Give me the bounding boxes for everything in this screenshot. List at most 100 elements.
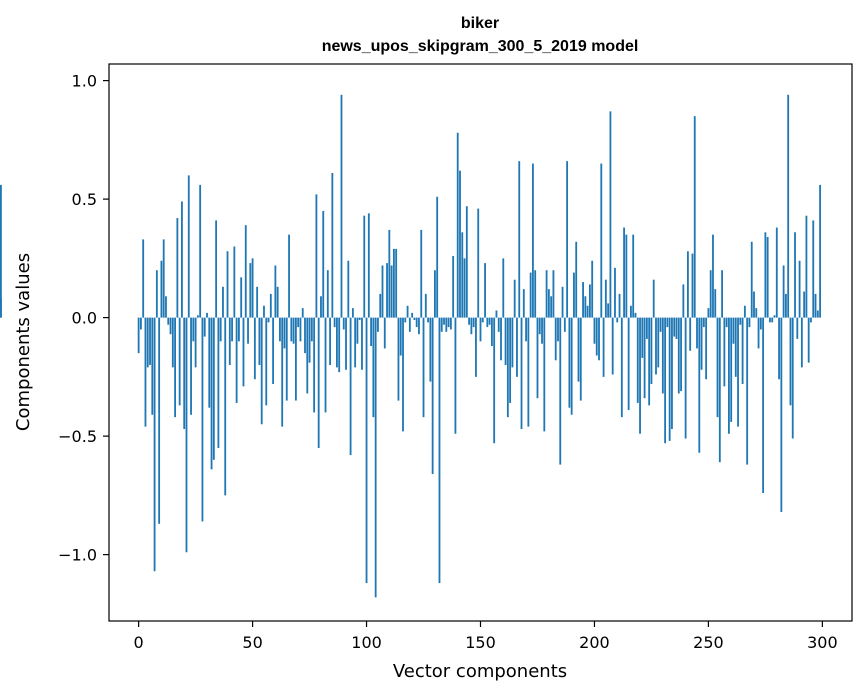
bar xyxy=(743,305,746,318)
bar xyxy=(789,317,792,406)
bar xyxy=(732,317,735,344)
bar xyxy=(657,317,660,368)
bar xyxy=(511,317,514,368)
bar xyxy=(153,317,156,572)
bar xyxy=(639,317,641,434)
bar xyxy=(297,317,300,328)
bar xyxy=(235,317,238,403)
bar xyxy=(698,317,701,453)
bar xyxy=(397,317,400,401)
bar xyxy=(149,317,151,366)
bar xyxy=(532,163,534,318)
bar xyxy=(748,317,751,328)
bar xyxy=(424,293,427,318)
bar xyxy=(176,218,179,318)
bar xyxy=(206,312,208,318)
bar xyxy=(604,279,607,318)
bar xyxy=(203,317,206,337)
x-tick-label: 250 xyxy=(693,633,724,652)
bar xyxy=(247,317,249,344)
bar xyxy=(668,317,671,441)
bar xyxy=(559,317,562,465)
bar xyxy=(454,317,457,434)
bar xyxy=(340,94,343,318)
bar xyxy=(185,317,188,553)
bar xyxy=(192,317,195,342)
bar xyxy=(374,317,377,598)
bar xyxy=(623,227,625,318)
bar xyxy=(753,291,755,318)
bar xyxy=(440,317,443,332)
bar xyxy=(616,317,619,323)
bar xyxy=(805,215,808,318)
bar xyxy=(773,315,776,318)
bar xyxy=(611,317,614,375)
chart-title: biker xyxy=(461,15,499,32)
bar xyxy=(575,241,578,318)
y-tick-label: −0.5 xyxy=(58,427,97,446)
bar xyxy=(279,317,281,342)
bar xyxy=(144,317,147,427)
bar xyxy=(516,317,518,377)
bar xyxy=(686,251,689,318)
bar xyxy=(338,317,341,373)
bar xyxy=(819,184,821,318)
bar xyxy=(265,317,268,406)
bar xyxy=(614,267,616,318)
bar xyxy=(169,317,172,335)
bar xyxy=(780,317,783,512)
bar xyxy=(370,317,373,347)
bar xyxy=(682,284,685,318)
y-tick-label: −1.0 xyxy=(58,546,97,565)
y-axis-label: Components values xyxy=(13,253,34,431)
bars-group xyxy=(0,94,821,598)
bar xyxy=(231,317,233,342)
bar xyxy=(429,317,432,382)
bar xyxy=(274,265,277,318)
bar xyxy=(329,317,331,366)
bar xyxy=(666,317,669,328)
bar xyxy=(342,317,345,330)
bar xyxy=(691,253,694,318)
bar xyxy=(582,282,584,318)
bar xyxy=(0,184,2,318)
bar xyxy=(671,317,673,430)
bar xyxy=(322,210,325,318)
bar xyxy=(427,317,429,323)
bar xyxy=(702,317,705,328)
bar xyxy=(158,317,161,524)
bar xyxy=(716,317,719,418)
bar xyxy=(242,317,245,387)
bar xyxy=(256,286,259,318)
bar xyxy=(137,317,140,354)
bar xyxy=(443,317,445,325)
bar xyxy=(449,317,452,330)
bar xyxy=(365,317,368,584)
bar xyxy=(445,317,448,332)
bar xyxy=(769,317,771,323)
bar xyxy=(664,317,667,444)
bar xyxy=(527,317,530,427)
bar xyxy=(497,317,500,332)
bar xyxy=(636,317,639,403)
bar xyxy=(723,317,726,387)
bar xyxy=(643,317,646,399)
bar xyxy=(541,317,543,344)
bar xyxy=(493,317,496,444)
bar xyxy=(814,293,817,318)
bar xyxy=(281,317,284,427)
chart-subtitle: news_upos_skipgram_300_5_2019 model xyxy=(322,38,639,55)
bar xyxy=(659,317,662,332)
bar xyxy=(655,317,657,375)
bar xyxy=(504,317,507,366)
bar xyxy=(196,315,199,318)
bar xyxy=(420,229,423,318)
bar xyxy=(358,317,361,320)
bar xyxy=(570,317,573,415)
bar xyxy=(506,317,509,418)
bar xyxy=(725,317,728,328)
bar xyxy=(456,132,459,318)
bar xyxy=(388,229,391,318)
bar xyxy=(324,317,327,413)
